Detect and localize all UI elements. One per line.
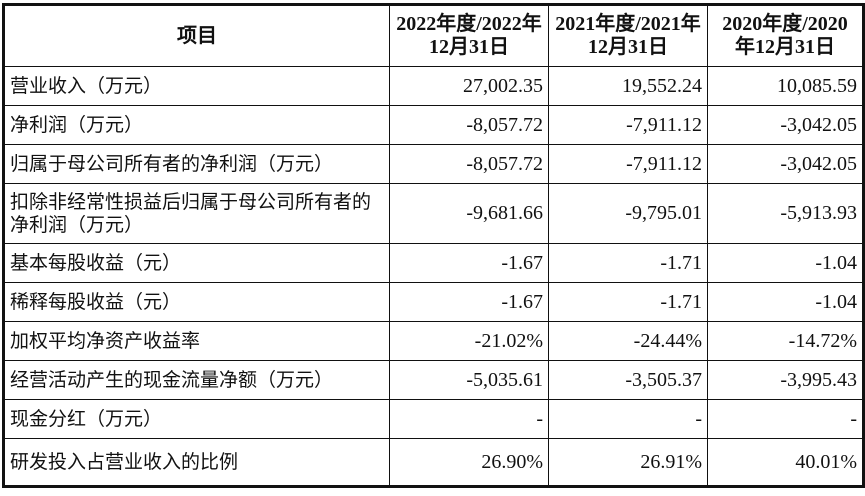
value-2020: -3,995.43 [707,360,864,400]
header-item: 项目 [3,4,390,67]
value-2022: - [389,399,549,439]
value-2020: 10,085.59 [707,66,864,106]
value-2020: -1.04 [707,243,864,283]
header-2021: 2021年度/2021年12月31日 [548,4,708,67]
row-label: 归属于母公司所有者的净利润（万元） [3,144,390,184]
table-row: 基本每股收益（元） -1.67 -1.71 -1.04 [3,243,864,283]
row-label: 现金分红（万元） [3,399,390,439]
value-2022: -1.67 [389,243,549,283]
value-2021: - [548,399,708,439]
value-2020: -1.04 [707,282,864,322]
table-row: 研发投入占营业收入的比例 26.90% 26.91% 40.01% [3,438,864,487]
value-2022: 26.90% [389,438,549,487]
value-2020: -3,042.05 [707,105,864,145]
value-2021: -9,795.01 [548,183,708,244]
table-row: 稀释每股收益（元） -1.67 -1.71 -1.04 [3,282,864,322]
value-2020: -14.72% [707,321,864,361]
value-2022: -21.02% [389,321,549,361]
table-row: 归属于母公司所有者的净利润（万元） -8,057.72 -7,911.12 -3,04… [3,144,864,184]
row-label: 扣除非经常性损益后归属于母公司所有者的净利润（万元） [3,183,390,244]
header-2020: 2020年度/2020年12月31日 [707,4,864,67]
value-2021: -7,911.12 [548,105,708,145]
row-label: 经营活动产生的现金流量净额（万元） [3,360,390,400]
row-label: 净利润（万元） [3,105,390,145]
row-label: 加权平均净资产收益率 [3,321,390,361]
value-2022: -8,057.72 [389,105,549,145]
table-row: 营业收入（万元） 27,002.35 19,552.24 10,085.59 [3,66,864,106]
value-2020: -5,913.93 [707,183,864,244]
value-2021: -24.44% [548,321,708,361]
value-2021: 26.91% [548,438,708,487]
value-2021: -1.71 [548,282,708,322]
table-row: 扣除非经常性损益后归属于母公司所有者的净利润（万元） -9,681.66 -9,79… [3,183,864,244]
value-2021: -1.71 [548,243,708,283]
row-label: 营业收入（万元） [3,66,390,106]
value-2021: -3,505.37 [548,360,708,400]
value-2022: -1.67 [389,282,549,322]
value-2022: -5,035.61 [389,360,549,400]
header-row: 项目 2022年度/2022年12月31日 2021年度/2021年12月31日… [3,4,864,67]
row-label: 稀释每股收益（元） [3,282,390,322]
value-2022: -8,057.72 [389,144,549,184]
value-2021: -7,911.12 [548,144,708,184]
row-label: 基本每股收益（元） [3,243,390,283]
value-2020: 40.01% [707,438,864,487]
value-2020: - [707,399,864,439]
value-2022: 27,002.35 [389,66,549,106]
table-row: 现金分红（万元） - - - [3,399,864,439]
table-row: 净利润（万元） -8,057.72 -7,911.12 -3,042.05 [3,105,864,145]
value-2021: 19,552.24 [548,66,708,106]
financial-table: 项目 2022年度/2022年12月31日 2021年度/2021年12月31日… [2,3,865,488]
row-label: 研发投入占营业收入的比例 [3,438,390,487]
table-row: 经营活动产生的现金流量净额（万元） -5,035.61 -3,505.37 -3,99… [3,360,864,400]
header-2022: 2022年度/2022年12月31日 [389,4,549,67]
table-row: 加权平均净资产收益率 -21.02% -24.44% -14.72% [3,321,864,361]
value-2020: -3,042.05 [707,144,864,184]
value-2022: -9,681.66 [389,183,549,244]
